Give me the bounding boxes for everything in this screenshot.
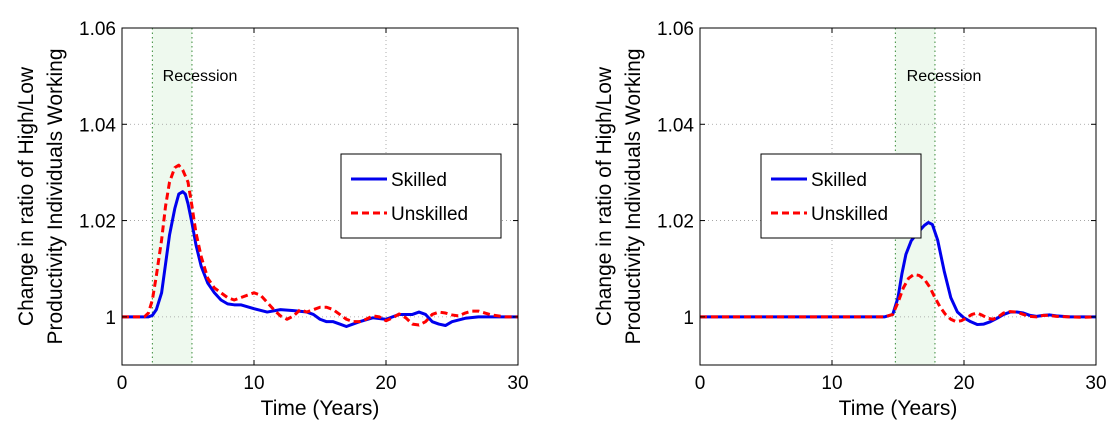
y-tick-label: 1 <box>105 308 116 329</box>
recession-label: Recession <box>163 68 238 85</box>
x-tick-label: 20 <box>375 373 396 394</box>
chart-panel-2: 0 10 20 30 1 1.02 1.04 1.06 Time (Years) Change i… <box>593 19 1107 420</box>
y-tick-label: 1 <box>683 308 694 329</box>
series-line-unskilled <box>122 163 518 327</box>
legend-label-unskilled: Unskilled <box>811 204 888 225</box>
x-tick-label: 30 <box>1085 373 1106 394</box>
y-axis-label-line-1: Change in ratio of High/Low <box>593 66 616 326</box>
x-tick-label: 30 <box>507 373 528 394</box>
x-tick-label: 20 <box>953 373 974 394</box>
series-line-skilled <box>122 190 518 328</box>
y-tick-label: 1.06 <box>657 19 694 40</box>
plot-frame <box>699 27 1097 366</box>
y-tick-label: 1.06 <box>79 19 116 40</box>
recession-label: Recession <box>907 68 982 85</box>
chart-panel-1: 0 10 20 30 1 1.02 1.04 1.06 Time (Years) Change i… <box>15 19 529 420</box>
y-tick-label: 1.04 <box>79 115 116 136</box>
x-tick-label: 0 <box>695 373 706 394</box>
y-tick-label: 1.02 <box>657 212 694 233</box>
legend-label-skilled: Skilled <box>391 170 447 191</box>
legend-label-unskilled: Unskilled <box>391 204 468 225</box>
plot-frame <box>121 27 519 366</box>
y-tick-label: 1.04 <box>657 115 694 136</box>
y-axis-label-line-2: Productivity Individuals Working <box>44 48 67 344</box>
y-tick-label: 1.02 <box>79 212 116 233</box>
legend-box <box>760 153 922 239</box>
x-axis-label: Time (Years) <box>839 397 958 420</box>
legend-label-skilled: Skilled <box>811 170 867 191</box>
legend-box <box>340 153 502 239</box>
legend: Skilled Unskilled <box>760 153 922 239</box>
y-axis-label-line-1: Change in ratio of High/Low <box>15 66 38 326</box>
series-line-unskilled <box>700 272 1097 324</box>
x-tick-label: 10 <box>243 373 264 394</box>
x-tick-label: 0 <box>117 373 128 394</box>
y-axis-label-line-2: Productivity Individuals Working <box>622 48 645 344</box>
x-tick-label: 10 <box>821 373 842 394</box>
x-axis-label: Time (Years) <box>261 397 380 420</box>
legend: Skilled Unskilled <box>340 153 502 239</box>
